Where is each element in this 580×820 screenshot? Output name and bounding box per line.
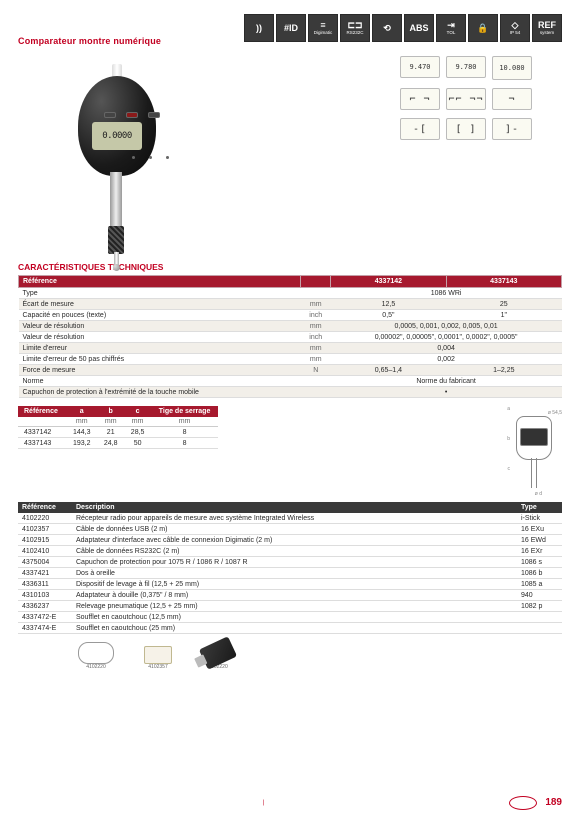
gauge-body: 0.0000 <box>78 76 156 176</box>
gauge-btn <box>104 112 116 118</box>
acc-item: 4102357 <box>144 646 172 670</box>
feature-badge: REFsystem <box>532 14 562 42</box>
disp-box-icon: ]- <box>492 118 532 140</box>
gauge-btn <box>126 112 138 118</box>
dims-wrap: RéférenceabcTige de serragemmmmmmmm43371… <box>18 406 562 496</box>
specs-table: Référence43371424337143Type1086 WRiÉcart… <box>18 275 562 398</box>
draw-label-c: c <box>508 466 511 472</box>
feature-badge: #ID <box>276 14 306 42</box>
feature-badge: ⊏⊐RS232C <box>340 14 370 42</box>
disp-box-icon: [ ] <box>446 118 486 140</box>
page-number: 189 <box>545 797 562 808</box>
disp-row-2: ⌐ ¬ ⌐⌐ ¬¬ ¬ <box>400 88 532 110</box>
acc-item: 4102220 <box>202 642 234 670</box>
badges-container: ))#ID≡Digimatic⊏⊐RS232C⟲ABS⇥TOL🔒◇IP 54RE… <box>244 14 562 42</box>
feature-badges-row: ))#ID≡Digimatic⊏⊐RS232C⟲ABS⇥TOL🔒◇IP 54RE… <box>244 14 562 42</box>
feature-badge: ⟲ <box>372 14 402 42</box>
disp-row-1: 9.470 9.780 10.080 <box>400 56 532 80</box>
feature-badge: ◇IP 54 <box>500 14 530 42</box>
product-image: 0.0000 <box>48 56 188 256</box>
draw-screen <box>520 428 548 446</box>
display-modes: 9.470 9.780 10.080 ⌐ ¬ ⌐⌐ ¬¬ ¬ -[ [ ] ]- <box>400 56 532 256</box>
gauge-dots <box>132 156 169 159</box>
gauge-buttons <box>104 112 160 120</box>
footer-right: 189 <box>509 796 562 810</box>
usb-tip <box>194 654 207 667</box>
feature-badge: ≡Digimatic <box>308 14 338 42</box>
top-row: Comparateur montre numérique ))#ID≡Digim… <box>18 14 562 46</box>
acc-item: 4102220 <box>78 642 114 670</box>
accessory-images: 4102220 4102357 4102220 <box>18 642 562 670</box>
feature-badge: ⇥TOL <box>436 14 466 42</box>
disp-row-3: -[ [ ] ]- <box>400 118 532 140</box>
draw-label-b: b <box>507 436 510 442</box>
draw-label-d: ø d <box>535 491 542 497</box>
usb-stick-icon <box>199 636 237 669</box>
page-footer: | 189 <box>18 796 562 810</box>
acc-img-label: 4102357 <box>148 664 167 670</box>
feature-badge: )) <box>244 14 274 42</box>
disp-box-icon: ¬ <box>492 88 532 110</box>
disp-box-icon: ⌐⌐ ¬¬ <box>446 88 486 110</box>
page-title: Comparateur montre numérique <box>18 36 161 46</box>
disp-box: 10.080 <box>492 56 532 80</box>
acc-img-label: 4102220 <box>86 664 105 670</box>
disp-box: 9.780 <box>446 56 486 78</box>
accessories-table: RéférenceDescriptionType4102220Récepteur… <box>18 502 562 634</box>
gauge-grip <box>108 226 124 254</box>
gauge-btn <box>148 112 160 118</box>
specs-heading: CARACTÉRISTIQUES TECHNIQUES <box>18 262 562 272</box>
oval-icon <box>509 796 537 810</box>
cable-icon <box>78 642 114 664</box>
product-area: 0.0000 9.470 9.780 10.080 ⌐ ¬ ⌐⌐ ¬¬ ¬ -[ <box>18 56 562 256</box>
footer-bar: | <box>263 800 265 806</box>
tech-drawing: a b c ø d ø 54,5 <box>402 406 562 496</box>
disp-box: 9.470 <box>400 56 440 78</box>
disp-box-icon: -[ <box>400 118 440 140</box>
dongle-icon <box>144 646 172 664</box>
gauge-screen: 0.0000 <box>92 122 142 150</box>
disp-box-icon: ⌐ ¬ <box>400 88 440 110</box>
gauge-stem <box>110 172 122 232</box>
feature-badge: ABS <box>404 14 434 42</box>
feature-badge: 🔒 <box>468 14 498 42</box>
gauge-reading: 0.0000 <box>92 122 142 150</box>
gauge-ball <box>113 264 120 271</box>
draw-label-e: ø 54,5 <box>548 410 562 416</box>
draw-stem <box>531 458 537 488</box>
draw-label-a: a <box>507 406 510 412</box>
dims-table: RéférenceabcTige de serragemmmmmmmm43371… <box>18 406 218 449</box>
page: Comparateur montre numérique ))#ID≡Digim… <box>0 0 580 820</box>
